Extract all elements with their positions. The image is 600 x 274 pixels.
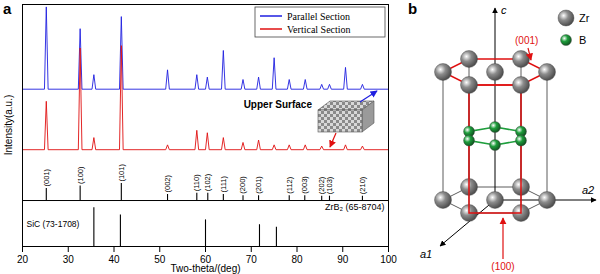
svg-text:40: 40 — [108, 254, 120, 265]
svg-text:a: a — [3, 0, 12, 17]
svg-text:(001): (001) — [515, 35, 538, 46]
svg-text:(202): (202) — [317, 176, 327, 195]
svg-text:(002): (002) — [163, 174, 172, 192]
svg-text:(110): (110) — [192, 174, 201, 191]
svg-text:(001): (001) — [42, 168, 51, 186]
svg-text:(102): (102) — [203, 173, 212, 191]
svg-text:90: 90 — [337, 254, 349, 265]
svg-text:B: B — [579, 34, 586, 46]
svg-text:70: 70 — [246, 254, 258, 265]
svg-text:Intensity(a.u.): Intensity(a.u.) — [3, 95, 14, 156]
svg-text:100: 100 — [380, 254, 397, 265]
svg-text:a1: a1 — [420, 248, 432, 260]
svg-text:20: 20 — [17, 254, 29, 265]
svg-text:(103): (103) — [325, 176, 334, 194]
svg-text:(003): (003) — [300, 176, 309, 194]
svg-text:(201): (201) — [254, 176, 263, 194]
svg-text:SiC (73-1708): SiC (73-1708) — [27, 219, 80, 229]
svg-text:Parallel Section: Parallel Section — [287, 11, 350, 22]
svg-text:(111): (111) — [219, 176, 228, 193]
svg-text:a2: a2 — [582, 184, 594, 196]
svg-text:80: 80 — [291, 254, 303, 265]
svg-text:(112): (112) — [285, 176, 294, 193]
svg-text:ZrB₂ (65-8704): ZrB₂ (65-8704) — [325, 202, 385, 212]
svg-text:(200): (200) — [238, 176, 247, 194]
svg-text:(101): (101) — [117, 164, 126, 182]
svg-text:30: 30 — [63, 254, 75, 265]
svg-text:Zr: Zr — [579, 12, 590, 24]
svg-text:c: c — [501, 4, 507, 16]
svg-text:Upper Surface: Upper Surface — [244, 99, 313, 110]
svg-text:(210): (210) — [358, 176, 367, 194]
svg-text:(100): (100) — [491, 261, 514, 272]
svg-text:(100): (100) — [76, 166, 85, 184]
svg-text:b: b — [408, 0, 417, 17]
svg-text:Vertical Section: Vertical Section — [287, 24, 351, 35]
svg-text:60: 60 — [199, 253, 212, 265]
svg-text:50: 50 — [154, 254, 166, 265]
svg-text:Two-theta/(deg): Two-theta/(deg) — [170, 263, 240, 274]
